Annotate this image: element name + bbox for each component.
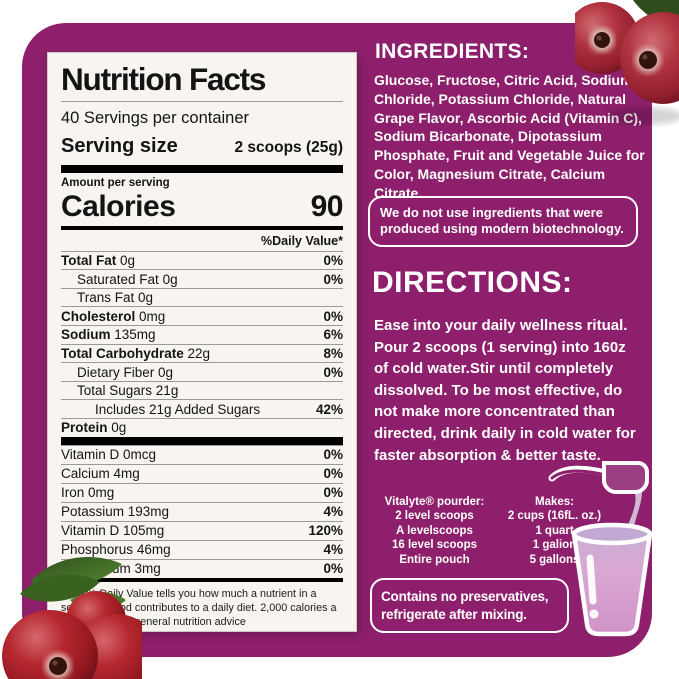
nutrient-row: Potassium 193mg 4% [61, 501, 343, 521]
berry-calyx-icon [590, 28, 614, 52]
mix-amount-cell: Entire pouch [399, 553, 470, 566]
calories-label: Calories [61, 189, 176, 223]
biotech-note-text: We do not use ingredients that were prod… [380, 205, 624, 237]
nutrient-name: Vitamin D 105mg [61, 523, 165, 539]
amount-per-serving-label: Amount per serving [61, 176, 170, 189]
nutrient-row: Protein 0g [61, 417, 343, 437]
nutrient-daily-value: 8% [323, 345, 343, 361]
nutrient-name: Cholesterol 0mg [61, 308, 166, 324]
divider-thick-top [61, 164, 343, 173]
macronutrient-rows: Total Fat 0g 0% Saturated Fat 0g 0% Trans Fa… [61, 250, 343, 437]
mix-amount-cell: 16 level scoops [391, 539, 478, 552]
nutrient-name: Total Carbohydrate 22g [61, 345, 211, 361]
mix-makes-cell: 1 galion [532, 539, 577, 552]
mix-makes-cell: 5 gallons [529, 553, 580, 566]
divider-thick-protein [61, 436, 343, 445]
mix-amount-cell: A levelscoops [396, 524, 473, 537]
nutrient-row: Cholesterol 0mg 0% [61, 306, 343, 325]
nutrient-name: Dietary Fiber 0g [77, 364, 174, 380]
directions-text: Ease into your daily wellness ritual. Po… [374, 317, 636, 464]
nutrient-daily-value: 0% [323, 561, 343, 577]
nutrient-row: Saturated Fat 0g 0% [61, 269, 343, 288]
nutrient-daily-value: 120% [308, 523, 343, 539]
nutrient-daily-value: 0% [323, 466, 343, 482]
divider-medium-bottom [61, 577, 343, 582]
scoop-glass-illustration [548, 461, 653, 637]
calories-row: Calories 90 [61, 189, 344, 224]
nutrient-name: Protein 0g [61, 420, 127, 436]
preservatives-note-text: Contains no preservatives, refrigerate a… [381, 589, 549, 622]
nutrient-row: Dietary Fiber 0g 0% [61, 362, 343, 381]
daily-value-header: %Daily Value* [261, 233, 343, 248]
mix-makes-cell: 1 quart [535, 524, 574, 537]
nutrient-row: Iron 0mg 0% [61, 482, 343, 502]
serving-size-value: 2 scoops (25g) [234, 138, 343, 156]
nutrition-facts-title: Nutrition Facts [61, 62, 343, 102]
scoop-icon [548, 461, 649, 494]
mixing-ratio-table: Vitalyte® pourder: Makes: 2 level scoops 2 … [372, 495, 612, 567]
serving-size-label: Serving size [61, 134, 178, 157]
mix-col1-header: Vitalyte® pourder: [384, 496, 485, 508]
cranberries-bottom-left [2, 557, 142, 679]
mix-col2-header: Makes: [535, 496, 574, 508]
directions-heading: DIRECTIONS: [372, 266, 573, 299]
nutrient-name: Sodium 135mg [61, 327, 156, 343]
cranberries-top-right [575, 0, 679, 125]
nutrient-daily-value: 0% [323, 485, 343, 501]
nutrient-daily-value: 0% [323, 271, 343, 287]
nutrient-daily-value: 0% [323, 447, 343, 463]
ingredients-heading: INGREDIENTS: [375, 40, 530, 63]
nutrient-name: Calcium 4mg [61, 466, 140, 482]
nutrient-name: Phosphorus 46mg [61, 542, 171, 558]
nutrient-name: Total Fat 0g [61, 252, 136, 268]
nutrient-daily-value: 4% [323, 542, 343, 558]
nutrient-daily-value: 0% [323, 364, 343, 380]
cranberry-icon [2, 610, 98, 679]
nutrient-name: Includes 21g Added Sugars [95, 401, 261, 417]
calories-value: 90 [310, 189, 344, 223]
ingredients-text: Glucose, Fructose, Citric Acid, Sodium C… [374, 72, 645, 201]
nutrient-row: Sodium 135mg 6% [61, 325, 343, 344]
nutrient-row: Total Carbohydrate 22g 8% [61, 343, 343, 363]
nutrient-name: Vitamin D 0mcg [61, 447, 157, 463]
biotech-note-box: We do not use ingredients that were prod… [368, 196, 638, 247]
nutrient-row: Calcium 4mg 0% [61, 463, 343, 483]
divider-medium-calories [61, 225, 343, 230]
nutrient-row: Vitamin D 105mg 120% [61, 520, 343, 540]
glass-icon [571, 522, 653, 637]
nutrient-row: Phosphorus 46mg 4% [61, 539, 343, 559]
nutrient-name: Potassium 193mg [61, 504, 170, 520]
nutrient-row: Vitamin D 0mcg 0% [61, 444, 343, 464]
nutrient-row: Total Fat 0g 0% [61, 250, 343, 270]
berry-calyx-icon [635, 47, 661, 73]
nutrient-row: Total Sugars 21g [61, 380, 343, 400]
nutrient-name: Iron 0mg [61, 485, 115, 501]
nutrient-daily-value: 0% [323, 252, 343, 268]
mix-makes-cell: 2 cups (16fL. oz.) [507, 510, 602, 523]
nutrient-daily-value: 42% [315, 401, 343, 417]
nutrient-row: Includes 21g Added Sugars 42% [61, 399, 343, 418]
servings-per-container: 40 Servings per container [61, 108, 250, 127]
berry-calyx-icon [45, 653, 71, 679]
nutrient-daily-value: 4% [323, 504, 343, 520]
nutrient-daily-value: 0% [323, 308, 343, 324]
nutrient-name: Saturated Fat 0g [77, 271, 178, 287]
nutrient-daily-value: 6% [323, 327, 343, 343]
nutrition-facts-panel: Nutrition Facts 40 Servings per containe… [48, 53, 356, 631]
nutrient-name: Trans Fat 0g [77, 290, 154, 306]
nutrient-name: Total Sugars 21g [77, 383, 179, 399]
nutrient-row: Trans Fat 0g [61, 287, 343, 307]
preservatives-note-box: Contains no preservatives, refrigerate a… [370, 578, 569, 634]
serving-size-row: Serving size 2 scoops (25g) [61, 135, 343, 158]
berry-shadow [607, 107, 679, 125]
mix-amount-cell: 2 level scoops [395, 510, 474, 523]
